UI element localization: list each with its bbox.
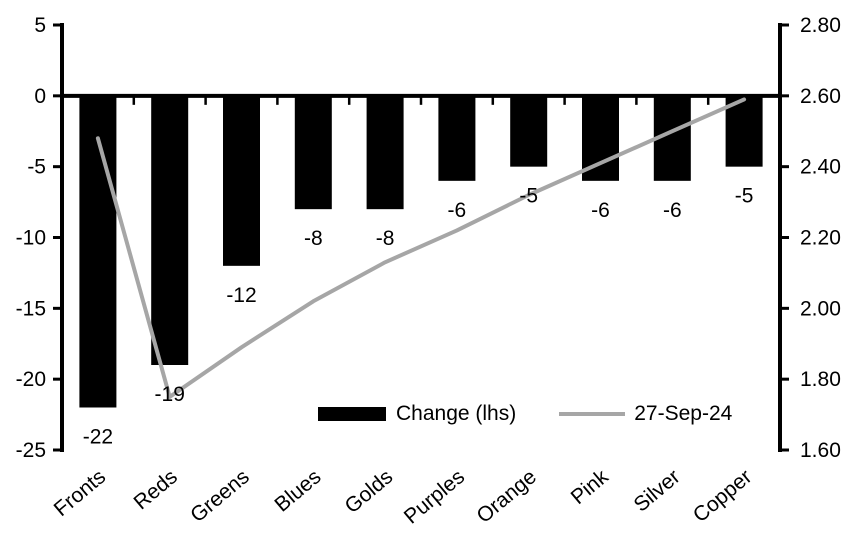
legend-bar-swatch xyxy=(318,407,386,421)
right-axis-tick-label: 2.40 xyxy=(800,156,841,179)
bar-value-label: -8 xyxy=(304,227,323,250)
legend-line-swatch xyxy=(559,412,626,416)
chart-legend: Change (lhs) 27-Sep-24 xyxy=(318,400,732,428)
x-axis-category-label: Pink xyxy=(567,465,613,509)
right-axis-tick-label: 2.60 xyxy=(800,85,841,108)
left-axis-tick-label: -15 xyxy=(16,297,46,320)
right-axis-tick-label: 2.80 xyxy=(800,14,841,37)
bar-value-label: -5 xyxy=(519,185,538,208)
left-axis-tick-label: -20 xyxy=(16,368,46,391)
series-line xyxy=(95,97,747,399)
bar-blues xyxy=(294,95,332,210)
bar-value-label: -22 xyxy=(83,426,113,449)
right-axis-tick-label: 1.60 xyxy=(800,439,841,462)
x-axis-category-label: Reds xyxy=(130,465,182,514)
bar-golds xyxy=(366,95,404,210)
bar-value-label: -6 xyxy=(591,199,610,222)
x-axis-category-label: Blues xyxy=(270,465,325,516)
x-axis-category-label: Silver xyxy=(630,465,685,516)
bar-value-label: -8 xyxy=(376,227,395,250)
bar-greens xyxy=(223,95,260,266)
bar-purples xyxy=(438,95,476,181)
right-axis-tick-label: 1.80 xyxy=(800,368,841,391)
right-axis-tick-label: 2.20 xyxy=(800,227,841,250)
bar-value-label: -12 xyxy=(226,284,256,307)
legend-label-line-series: 27-Sep-24 xyxy=(634,402,733,425)
left-axis-tick-label: -5 xyxy=(27,156,46,179)
bar-copper xyxy=(725,95,763,167)
legend-label-bar-series: Change (lhs) xyxy=(396,402,517,425)
x-axis-category-label: Greens xyxy=(186,465,254,527)
bar-value-label: -19 xyxy=(155,383,185,406)
bar-value-label: -6 xyxy=(663,199,682,222)
bar-reds xyxy=(151,95,189,365)
left-axis-tick-label: -10 xyxy=(16,227,46,250)
bar-fronts xyxy=(79,95,117,408)
x-axis-category-label: Fronts xyxy=(50,465,110,521)
bar-value-label: -5 xyxy=(735,185,754,208)
x-axis-category-label: Golds xyxy=(341,465,398,518)
right-axis-tick-label: 2.00 xyxy=(800,297,841,320)
x-axis-category-label: Purples xyxy=(400,465,469,528)
left-axis-tick-label: 0 xyxy=(34,85,46,108)
x-axis-category-label: Copper xyxy=(689,465,757,527)
left-axis-tick-label: 5 xyxy=(34,14,46,37)
bar-value-label: -6 xyxy=(448,199,467,222)
x-axis-category-label: Orange xyxy=(472,465,540,528)
bar-orange xyxy=(510,95,548,167)
left-axis-tick-label: -25 xyxy=(16,439,46,462)
